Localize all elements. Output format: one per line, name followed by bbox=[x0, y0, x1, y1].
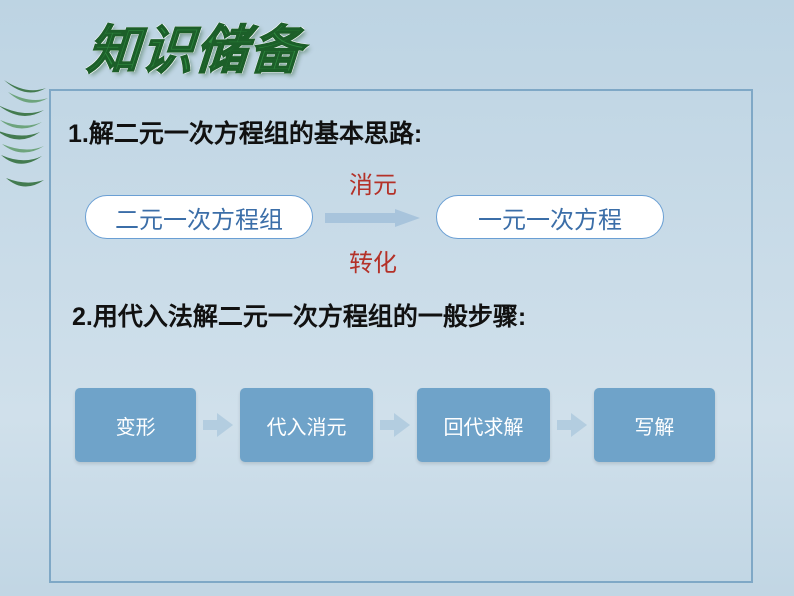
content-frame bbox=[49, 89, 753, 583]
step-box-2: 代入消元 bbox=[240, 388, 373, 462]
section2-heading: 2.用代入法解二元一次方程组的一般步骤: bbox=[72, 297, 526, 333]
step-box-1: 变形 bbox=[75, 388, 196, 462]
arrow-bottom-label: 转化 bbox=[343, 243, 403, 278]
step-box-3: 回代求解 bbox=[417, 388, 550, 462]
transform-arrow-icon bbox=[325, 209, 420, 227]
target-pill: 一元一次方程 bbox=[436, 195, 664, 239]
step-arrow-icon bbox=[550, 408, 594, 442]
step-arrow-icon bbox=[373, 408, 417, 442]
step-box-4: 写解 bbox=[594, 388, 715, 462]
source-pill: 二元一次方程组 bbox=[85, 195, 313, 239]
step-arrow-icon bbox=[196, 408, 240, 442]
bamboo-decoration bbox=[0, 70, 56, 200]
page-title: 知识储备 bbox=[85, 8, 306, 83]
arrow-top-label: 消元 bbox=[343, 165, 403, 200]
steps-row: 变形 代入消元 回代求解 写解 bbox=[75, 385, 715, 465]
section1-heading: 1.解二元一次方程组的基本思路: bbox=[68, 114, 422, 150]
